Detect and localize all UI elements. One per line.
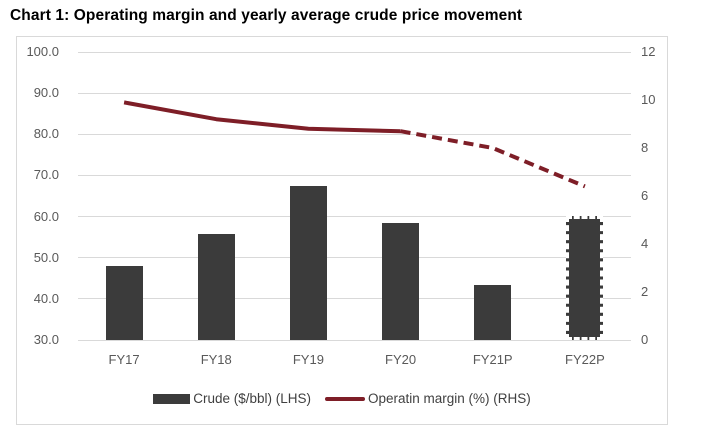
gridline (78, 133, 631, 135)
right-axis-tick: 10 (641, 92, 656, 107)
gridline (78, 216, 631, 218)
crude-bar (289, 186, 327, 340)
plot-area (78, 51, 631, 341)
left-axis-tick: 70.0 (33, 167, 59, 183)
gridline (78, 92, 631, 94)
crude-bar (197, 233, 235, 340)
x-axis-label: FY22P (565, 352, 605, 367)
chart-frame: 100.0 90.0 80.0 70.0 60.0 50.0 40.0 30.0 12 10 8 6… (16, 36, 668, 425)
right-axis-tick: 4 (641, 236, 649, 251)
left-axis-tick: 50.0 (33, 249, 59, 265)
right-axis-tick: 8 (641, 140, 649, 155)
gridline (78, 51, 631, 53)
x-axis-label: FY19 (292, 352, 324, 367)
legend-item-margin: Operatin margin (%) (RHS) (325, 391, 531, 406)
margin-line-solid (123, 100, 401, 134)
crude-legend-label: Crude ($/bbl) (LHS) (193, 391, 311, 406)
gridline (78, 298, 631, 300)
x-axis-label: FY20 (385, 352, 417, 367)
left-axis-tick: 80.0 (33, 126, 59, 142)
gridline (78, 174, 631, 176)
margin-line-swatch-icon (325, 396, 365, 401)
crude-bar (105, 266, 143, 340)
right-axis-tick: 12 (641, 44, 656, 59)
left-axis-tick: 30.0 (33, 332, 59, 347)
crude-bar-swatch-icon (153, 393, 191, 404)
x-axis-label: FY18 (200, 352, 232, 367)
crude-bar-projected (566, 215, 604, 340)
left-axis-tick: 60.0 (33, 208, 59, 224)
left-axis-tick: 90.0 (33, 85, 59, 101)
crude-bar (382, 222, 420, 340)
x-axis-label: FY17 (108, 352, 140, 367)
right-axis-tick: 0 (641, 332, 649, 347)
margin-line-dashed (400, 129, 586, 189)
legend: Crude ($/bbl) (LHS) Operatin margin (%) … (17, 391, 667, 406)
right-axis-tick: 6 (641, 188, 649, 203)
gridline (78, 257, 631, 259)
x-axis-label: FY21P (472, 352, 513, 367)
chart-title: Chart 1: Operating margin and yearly ave… (10, 7, 523, 24)
crude-bar (474, 284, 512, 340)
margin-legend-label: Operatin margin (%) (RHS) (368, 391, 531, 406)
left-axis-tick: 100.0 (26, 44, 59, 59)
right-axis-tick: 2 (641, 284, 649, 299)
operating-margin-line (123, 100, 586, 189)
legend-item-crude: Crude ($/bbl) (LHS) (153, 391, 311, 406)
gridline (78, 339, 631, 341)
left-axis-tick: 40.0 (33, 290, 59, 306)
